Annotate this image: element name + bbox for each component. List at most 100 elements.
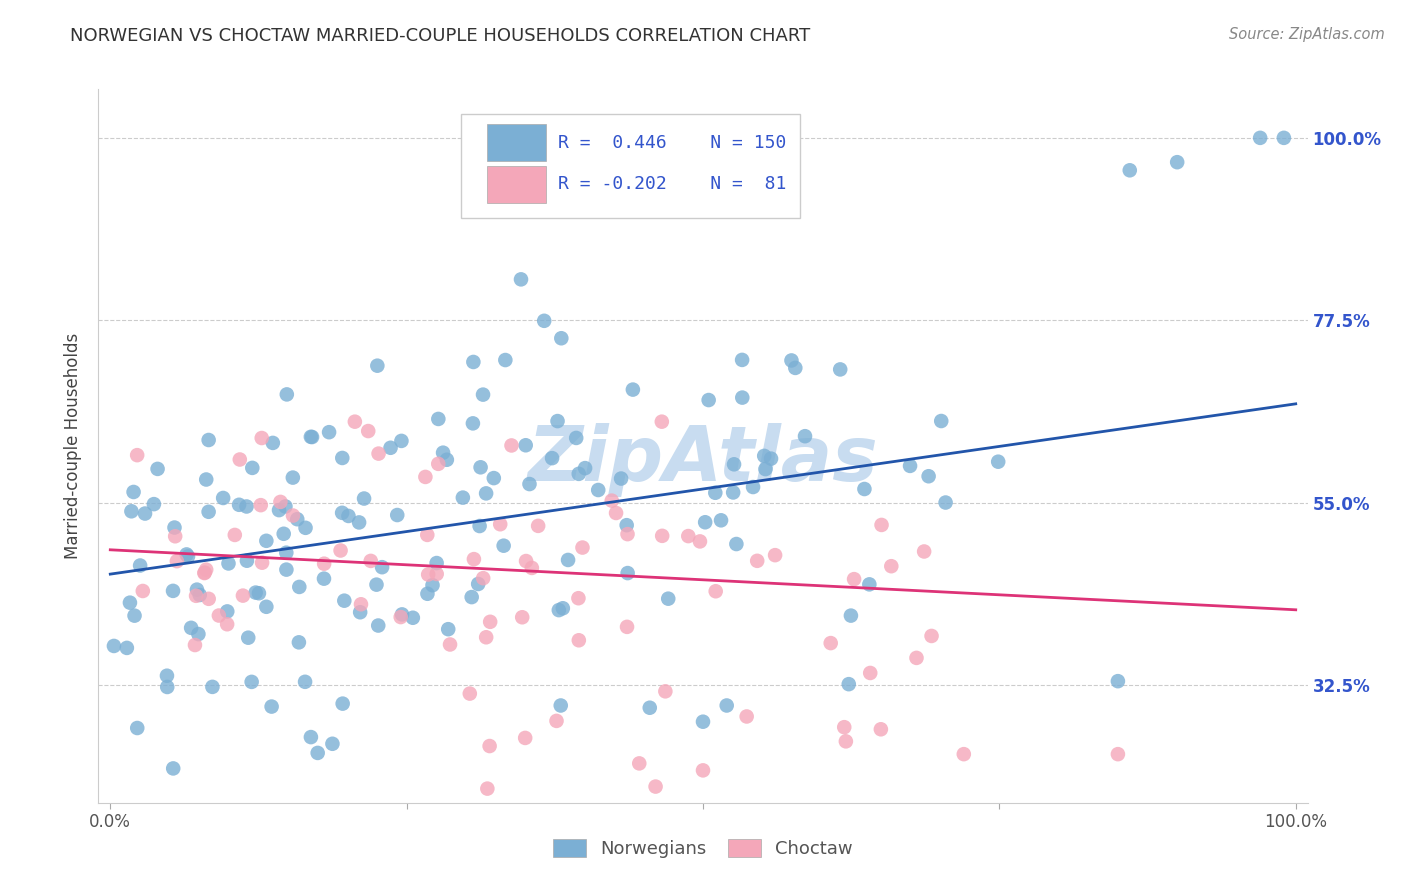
Point — [835, 734, 858, 748]
Point — [692, 764, 714, 778]
Point — [586, 483, 609, 497]
Point — [754, 462, 776, 476]
Point — [197, 505, 219, 519]
Point — [501, 438, 523, 452]
Point — [217, 617, 239, 632]
Point — [697, 392, 720, 407]
Point — [747, 554, 769, 568]
Point — [759, 451, 782, 466]
Point — [330, 450, 353, 465]
Point — [547, 414, 569, 428]
Point — [184, 589, 207, 603]
Point — [276, 387, 298, 401]
Point — [129, 558, 152, 573]
Point — [605, 506, 627, 520]
Point — [197, 591, 219, 606]
Point — [240, 461, 263, 475]
Point — [307, 746, 329, 760]
Point — [692, 714, 714, 729]
Point — [820, 636, 842, 650]
Point — [273, 526, 295, 541]
Point — [127, 721, 149, 735]
Point — [898, 458, 921, 473]
Point — [321, 737, 343, 751]
Point — [510, 272, 533, 286]
Point — [725, 537, 748, 551]
Point — [132, 584, 155, 599]
Point — [550, 331, 572, 345]
Point — [437, 622, 460, 636]
Point — [838, 677, 860, 691]
Point — [704, 584, 727, 599]
Text: R =  0.446    N = 150: R = 0.446 N = 150 — [558, 134, 786, 152]
Point — [156, 680, 179, 694]
Point — [134, 507, 156, 521]
Point — [475, 486, 498, 500]
Point — [567, 591, 589, 606]
Point — [418, 567, 440, 582]
Point — [103, 639, 125, 653]
Point — [349, 605, 371, 619]
Point — [839, 608, 862, 623]
Point — [492, 539, 515, 553]
Point — [794, 429, 817, 443]
Point — [238, 631, 260, 645]
Point — [731, 391, 754, 405]
Point — [651, 529, 673, 543]
Point — [616, 518, 638, 533]
Point — [146, 462, 169, 476]
Point — [391, 607, 413, 622]
Point — [463, 355, 485, 369]
Point — [651, 415, 673, 429]
Point — [142, 497, 165, 511]
Point — [785, 360, 807, 375]
Point — [115, 640, 138, 655]
Point — [515, 554, 537, 568]
Point — [467, 577, 489, 591]
Point — [343, 415, 366, 429]
Point — [360, 554, 382, 568]
Point — [461, 417, 484, 431]
Point — [247, 586, 270, 600]
Point — [616, 527, 638, 541]
Point — [870, 517, 893, 532]
Point — [1249, 131, 1271, 145]
Point — [156, 669, 179, 683]
Point — [1119, 163, 1142, 178]
Point — [371, 560, 394, 574]
Point — [301, 430, 323, 444]
Point — [195, 563, 218, 577]
Point — [830, 362, 852, 376]
Point — [193, 566, 215, 580]
Point — [228, 498, 250, 512]
Point — [427, 412, 450, 426]
Point — [281, 470, 304, 484]
Point — [600, 493, 623, 508]
Point — [472, 571, 495, 585]
Point — [201, 680, 224, 694]
Point — [366, 577, 388, 591]
Text: NORWEGIAN VS CHOCTAW MARRIED-COUPLE HOUSEHOLDS CORRELATION CHART: NORWEGIAN VS CHOCTAW MARRIED-COUPLE HOUS… — [70, 27, 810, 45]
Point — [657, 591, 679, 606]
Point — [232, 589, 254, 603]
Point — [212, 491, 235, 505]
Point — [162, 761, 184, 775]
Text: ZipAtlas: ZipAtlas — [527, 424, 879, 497]
Point — [299, 730, 322, 744]
Point — [347, 516, 370, 530]
Point — [194, 566, 217, 580]
Point — [557, 553, 579, 567]
Point — [935, 495, 957, 509]
FancyBboxPatch shape — [486, 124, 546, 161]
Point — [432, 445, 454, 459]
Point — [162, 583, 184, 598]
Point — [987, 455, 1010, 469]
Point — [197, 433, 219, 447]
Point — [217, 604, 239, 618]
Point — [451, 491, 474, 505]
Point — [208, 608, 231, 623]
Point — [1272, 131, 1295, 145]
Point — [515, 731, 537, 745]
Point — [571, 541, 593, 555]
Point — [489, 517, 512, 532]
